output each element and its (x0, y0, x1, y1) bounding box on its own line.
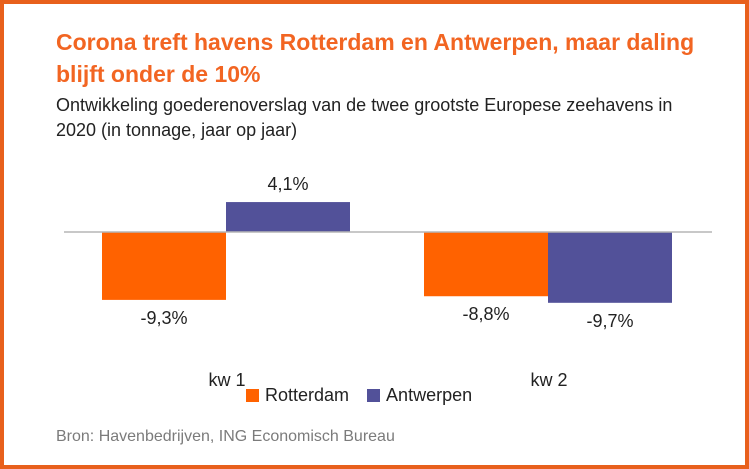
chart-subtitle: Ontwikkeling goederenoverslag van de twe… (56, 95, 673, 140)
bar-rotterdam-2 (424, 232, 548, 297)
data-label-antwerpen-2: -9,7% (586, 311, 633, 331)
data-label-antwerpen-1: 4,1% (267, 174, 308, 194)
bar-rotterdam-1 (102, 232, 226, 300)
legend-label-rotterdam: Rotterdam (265, 384, 350, 405)
legend-label-antwerpen: Antwerpen (386, 384, 473, 405)
bar-antwerpen-2 (548, 232, 672, 303)
source-note: Bron: Havenbedrijven, ING Economisch Bur… (56, 428, 395, 445)
category-label-2: kw 2 (530, 370, 567, 390)
category-label-1: kw 1 (208, 370, 245, 390)
legend-swatch-antwerpen (367, 388, 381, 402)
bar-antwerpen-1 (226, 202, 350, 232)
legend-item-rotterdam: Rotterdam (246, 385, 349, 406)
chart-title: Corona treft havens Rotterdam en Antwerp… (56, 29, 695, 87)
data-label-rotterdam-1: -9,3% (140, 308, 187, 328)
legend-swatch-rotterdam (246, 388, 259, 402)
legend: Rotterdam Antwerpen (246, 384, 490, 406)
data-label-rotterdam-2: -8,8% (462, 304, 509, 324)
legend-item-antwerpen: Antwerpen (367, 385, 472, 406)
